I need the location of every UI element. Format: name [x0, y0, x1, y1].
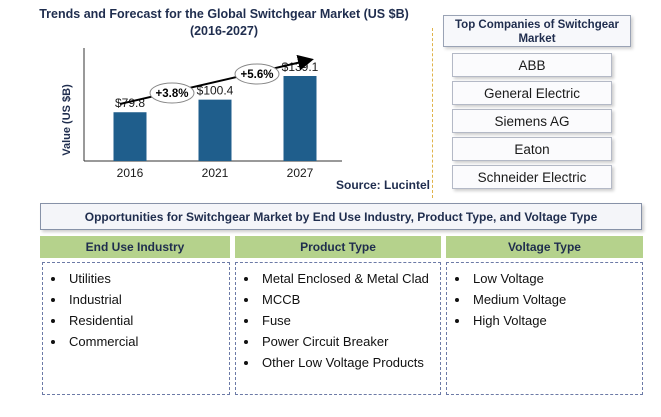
bullet-icon	[244, 297, 248, 302]
list-item-label: MCCB	[262, 292, 301, 307]
column-header-voltage-type: Voltage Type	[446, 236, 643, 258]
growth-bubble	[149, 82, 195, 104]
chart-title-line-2: (2016-2027)	[189, 24, 259, 38]
company-eaton: Eaton	[452, 137, 612, 161]
bullet-icon	[455, 297, 459, 302]
list-item-label: Fuse	[262, 313, 291, 328]
company-general-electric: General Electric	[452, 81, 612, 105]
bullet-icon	[244, 360, 248, 365]
list-item: High Voltage	[455, 310, 642, 331]
bullet-icon	[51, 339, 55, 344]
list-item-label: Other Low Voltage Products	[262, 355, 424, 370]
bullet-icon	[51, 297, 55, 302]
column-list-voltage-type: Low Voltage Medium Voltage High Voltage	[446, 262, 643, 395]
list-item-label: Low Voltage	[473, 271, 544, 286]
chart-title: Trends and Forecast for the Global Switc…	[14, 6, 434, 40]
list-item-label: Metal Enclosed & Metal Clad	[262, 271, 429, 286]
bar-2021	[198, 99, 232, 161]
list-item: MCCB	[244, 289, 440, 310]
list-item: Industrial	[51, 289, 229, 310]
list-item: Commercial	[51, 331, 229, 352]
column-header-end-use: End Use Industry	[40, 236, 230, 258]
list-item: Residential	[51, 310, 229, 331]
list-item-label: Power Circuit Breaker	[262, 334, 389, 349]
column-list-product-type: Metal Enclosed & Metal Clad MCCB Fuse Power…	[235, 262, 441, 395]
company-schneider-electric: Schneider Electric	[452, 165, 612, 189]
bullet-icon	[51, 318, 55, 323]
company-abb: ABB	[452, 53, 612, 77]
list-item: Fuse	[244, 310, 440, 331]
list-item: Other Low Voltage Products	[244, 352, 440, 373]
growth-bubble	[234, 63, 280, 85]
list-item-label: High Voltage	[473, 313, 547, 328]
growth-rate-label: +3.8%	[156, 88, 189, 100]
bullet-icon	[244, 276, 248, 281]
chart-title-line-1: Trends and Forecast for the Global Switc…	[39, 7, 409, 21]
list-item: Medium Voltage	[455, 289, 642, 310]
bullet-icon	[51, 276, 55, 281]
bullet-icon	[455, 318, 459, 323]
opportunities-title: Opportunities for Switchgear Market by E…	[40, 203, 642, 230]
bar-value-label: $100.4	[197, 84, 234, 98]
list-item-label: Utilities	[69, 271, 111, 286]
list-item-label: Medium Voltage	[473, 292, 567, 307]
x-tick-label: 2027	[287, 166, 314, 180]
column-header-product-type: Product Type	[235, 236, 441, 258]
list-item: Utilities	[51, 268, 229, 289]
company-list: ABB General Electric Siemens AG Eaton Schnei…	[452, 53, 612, 193]
chart-source: Source: Lucintel	[336, 178, 431, 192]
x-tick-label: 2016	[117, 166, 144, 180]
company-siemens-ag: Siemens AG	[452, 109, 612, 133]
list-item-label: Commercial	[69, 334, 139, 349]
bullet-icon	[455, 276, 459, 281]
bullet-icon	[244, 339, 248, 344]
list-item: Low Voltage	[455, 268, 642, 289]
bar-2027	[283, 76, 317, 161]
list-item-label: Residential	[69, 313, 134, 328]
list-item: Power Circuit Breaker	[244, 331, 440, 352]
companies-title: Top Companies of Switchgear Market	[443, 15, 631, 47]
y-axis-label: Value (US $B)	[61, 84, 73, 156]
list-item-label: Industrial	[69, 292, 122, 307]
section-divider	[432, 28, 433, 198]
switchgear-bar-chart: Value (US $B) $79.82016$100.42021$139.120…	[61, 48, 342, 180]
bar-2016	[113, 112, 147, 161]
column-list-end-use: Utilities Industrial Residential Commercial	[42, 262, 230, 395]
growth-rate-label: +5.6%	[241, 69, 274, 81]
bullet-icon	[244, 318, 248, 323]
list-item: Metal Enclosed & Metal Clad	[244, 268, 440, 289]
x-tick-label: 2021	[202, 166, 229, 180]
